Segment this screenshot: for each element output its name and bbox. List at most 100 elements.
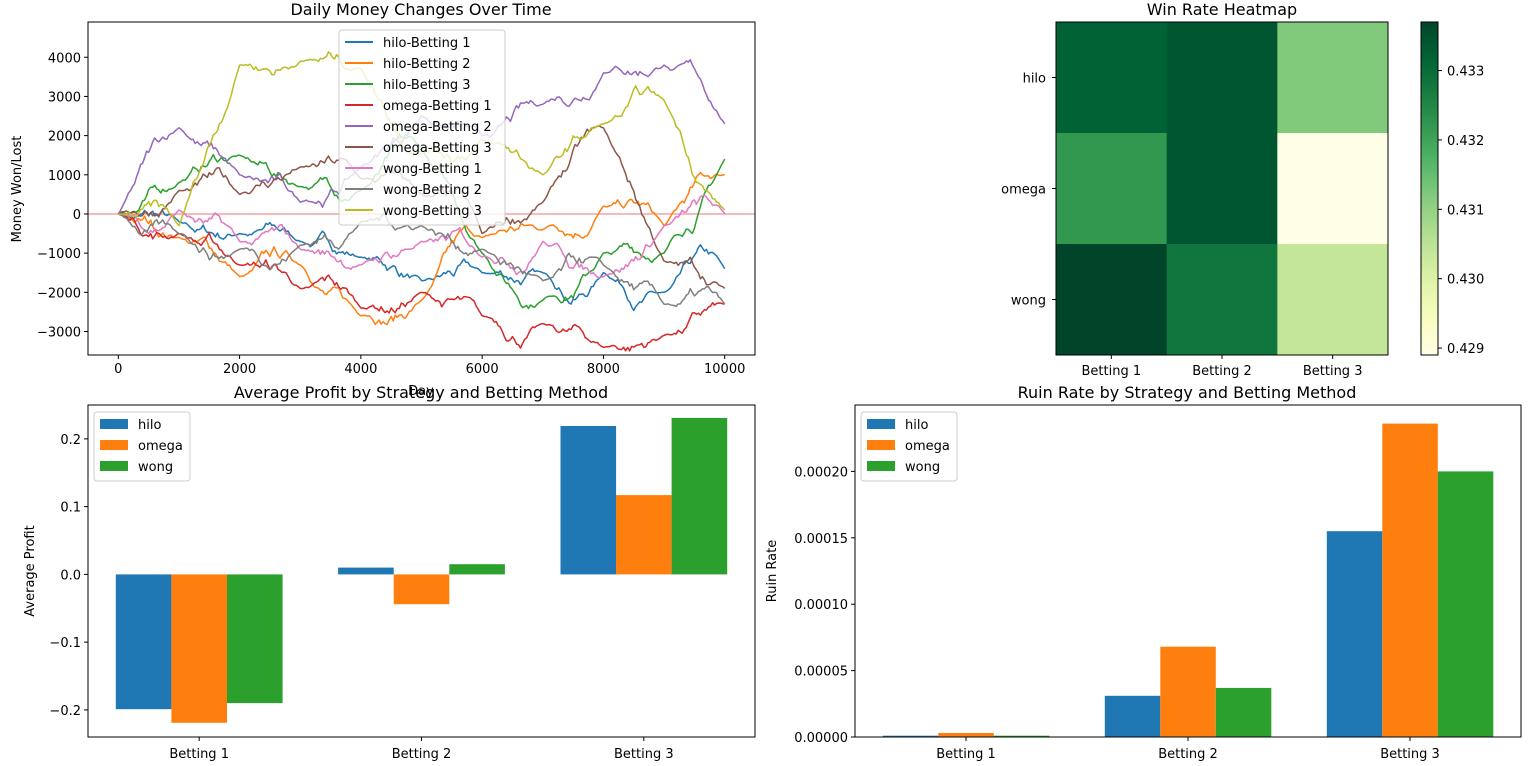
line-chart-panel: Daily Money Changes Over Time 0 2000 4000 6… xyxy=(10,0,756,399)
series-line-omega-betting-1 xyxy=(118,213,725,352)
legend-label: wong-Betting 2 xyxy=(383,183,482,198)
profit-chart-legend: hilo omega wong xyxy=(93,411,191,482)
row-label: wong xyxy=(1011,294,1046,309)
x-tick-label: Betting 3 xyxy=(614,747,674,762)
y-tick-label: 0.1 xyxy=(60,501,81,516)
ruin-bar-wong-3 xyxy=(1437,471,1494,737)
legend-label: hilo xyxy=(905,418,928,433)
line-chart-frame xyxy=(87,21,756,356)
line-chart-x-ticks: 0 2000 4000 6000 8000 10000 xyxy=(114,355,745,377)
legend-swatch xyxy=(867,440,895,450)
ruin-bar-wong-1 xyxy=(993,735,1050,737)
row-label: omega xyxy=(1001,183,1046,198)
ruin-bar-omega-1 xyxy=(938,733,994,737)
ruin-bars xyxy=(882,423,1494,737)
legend-label: hilo xyxy=(138,418,161,433)
y-tick-label: 0.2 xyxy=(60,433,81,448)
column-label: Betting 3 xyxy=(1303,364,1363,379)
profit-bar-omega-3 xyxy=(616,495,672,575)
heatmap-row-labels: hilo omega wong xyxy=(1001,72,1056,309)
line-chart-y-label: Money Won/Lost xyxy=(10,136,25,243)
y-tick-label: 0.00000 xyxy=(794,731,848,746)
heatmap-cell-wong-2 xyxy=(1166,244,1278,356)
legend-box xyxy=(338,29,506,226)
line-chart-x-label: Day xyxy=(408,384,434,399)
heatmap-cell-hilo-2 xyxy=(1166,22,1278,134)
ruin-bar-hilo-3 xyxy=(1326,531,1383,737)
heatmap-colorbar: 0.429 0.430 0.431 0.432 0.433 xyxy=(1420,21,1484,357)
legend-swatch xyxy=(867,461,895,471)
legend-label: wong-Betting 1 xyxy=(383,162,482,177)
profit-bar-wong-3 xyxy=(671,417,728,575)
ruin-chart-legend: hilo omega wong xyxy=(860,411,958,482)
heatmap-cell-hilo-3 xyxy=(1277,22,1389,134)
heatmap-cell-wong-3 xyxy=(1277,244,1389,356)
legend-label: hilo-Betting 3 xyxy=(383,78,471,93)
y-tick-label: 0.0 xyxy=(60,568,81,583)
y-tick-label: −2000 xyxy=(37,286,81,301)
profit-bar-wong-2 xyxy=(449,564,505,575)
legend-label: omega-Betting 3 xyxy=(383,141,492,156)
profit-bar-hilo-1 xyxy=(115,574,172,710)
legend-label: hilo-Betting 1 xyxy=(383,36,471,51)
column-label: Betting 1 xyxy=(1082,364,1142,379)
colorbar-tick-label: 0.432 xyxy=(1447,134,1484,149)
y-tick-label: 0 xyxy=(73,208,81,223)
x-tick-label: Betting 3 xyxy=(1380,747,1440,762)
column-label: Betting 2 xyxy=(1192,364,1252,379)
legend-label: omega xyxy=(138,439,183,454)
legend-swatch xyxy=(100,440,128,450)
profit-chart-ticks: Betting 1 Betting 2 Betting 3 −0.2 −0.1 0.0 0.… xyxy=(49,433,673,762)
y-tick-label: −3000 xyxy=(37,325,81,340)
line-chart-y-ticks: −3000 −2000 −1000 0 1000 2000 3000 4000 xyxy=(37,51,88,340)
legend-swatch xyxy=(867,419,895,429)
profit-chart-title: Average Profit by Strategy and Betting M… xyxy=(234,383,608,402)
profit-chart-y-label: Average Profit xyxy=(23,525,38,616)
x-tick-label: Betting 1 xyxy=(936,747,996,762)
heatmap-cells xyxy=(1055,21,1389,356)
heatmap-panel: Win Rate Heatmap hilo omega wong Betting 1… xyxy=(1001,0,1484,379)
legend-swatch xyxy=(100,419,128,429)
legend-label: omega-Betting 2 xyxy=(383,120,492,135)
ruin-chart-ticks: Betting 1 Betting 2 Betting 3 0.00000 0.0000… xyxy=(794,465,1440,762)
heatmap-cell-omega-2 xyxy=(1166,133,1278,245)
x-tick-label: 6000 xyxy=(466,362,499,377)
profit-bar-hilo-2 xyxy=(338,567,394,575)
line-chart-title: Daily Money Changes Over Time xyxy=(290,0,551,19)
ruin-bar-hilo-1 xyxy=(882,735,939,737)
legend-label: wong xyxy=(905,460,940,475)
x-tick-label: 8000 xyxy=(587,362,620,377)
x-tick-label: 2000 xyxy=(223,362,256,377)
ruin-bar-wong-2 xyxy=(1215,687,1272,737)
y-tick-label: 2000 xyxy=(48,130,81,145)
colorbar-tick-label: 0.433 xyxy=(1447,65,1484,80)
legend-label: omega-Betting 1 xyxy=(383,99,492,114)
profit-bar-omega-2 xyxy=(393,574,450,605)
y-tick-label: 0.00010 xyxy=(794,598,848,613)
ruin-chart-y-label: Ruin Rate xyxy=(765,540,780,602)
series-line-hilo-betting-1 xyxy=(118,209,726,312)
y-tick-label: 4000 xyxy=(48,51,81,66)
line-chart-legend: hilo-Betting 1 hilo-Betting 2 hilo-Betting… xyxy=(338,29,506,226)
ruin-bar-hilo-2 xyxy=(1104,695,1161,737)
ruin-bar-omega-2 xyxy=(1160,646,1216,737)
legend-label: omega xyxy=(905,439,950,454)
legend-label: hilo-Betting 2 xyxy=(383,57,471,72)
x-tick-label: 10000 xyxy=(704,362,745,377)
ruin-chart-title: Ruin Rate by Strategy and Betting Method xyxy=(1018,383,1357,402)
x-tick-label: Betting 2 xyxy=(392,747,452,762)
heatmap-column-labels: Betting 1 Betting 2 Betting 3 xyxy=(1082,355,1363,379)
y-tick-label: −0.1 xyxy=(49,636,81,651)
profit-bars xyxy=(115,417,728,723)
x-tick-label: Betting 2 xyxy=(1158,747,1218,762)
row-label: hilo xyxy=(1023,72,1046,87)
y-tick-label: 3000 xyxy=(48,90,81,105)
colorbar-tick-label: 0.429 xyxy=(1447,342,1484,357)
heatmap-cell-wong-1 xyxy=(1056,244,1168,356)
x-tick-label: Betting 1 xyxy=(169,747,229,762)
series-line-hilo-betting-2 xyxy=(118,171,725,326)
y-tick-label: 0.00020 xyxy=(794,465,848,480)
profit-bar-omega-1 xyxy=(171,574,227,723)
legend-swatch xyxy=(100,461,128,471)
